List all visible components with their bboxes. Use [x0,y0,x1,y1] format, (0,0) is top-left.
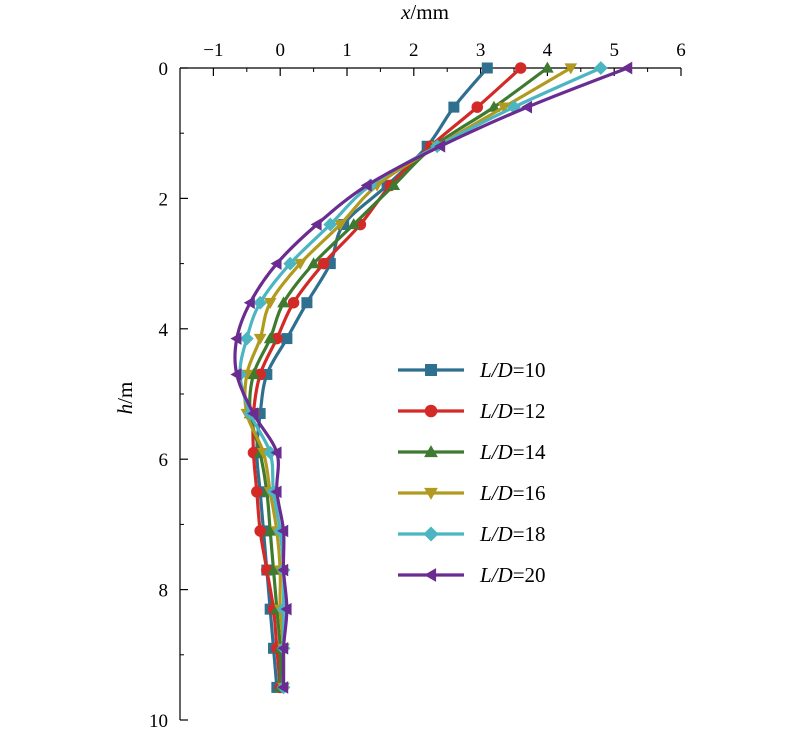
data-point [593,61,608,75]
y-axis-title: h/m [113,382,137,415]
y-axis-ticks: 0 2 4 6 8 10 [149,59,188,732]
data-point [280,602,292,616]
data-point [263,298,277,310]
legend-label: L/D=14 [479,440,546,464]
data-point [253,333,267,345]
x-axis-title: x/mm [400,0,449,24]
x-tick-label: 2 [409,40,419,61]
data-point [283,256,298,271]
data-point [267,563,280,575]
data-point [521,100,533,114]
data-point [254,525,266,537]
legend-label: L/D=12 [479,399,546,423]
legend-label: L/D=10 [479,358,546,382]
legend-swatch-marker [423,526,439,542]
data-point [301,297,313,309]
series-line [255,66,489,688]
data-point [254,408,266,420]
data-point [247,407,259,420]
data-point [324,258,336,270]
legend-label: L/D=18 [479,522,546,546]
data-point [253,295,268,310]
data-point [347,218,361,230]
x-tick-label: 3 [476,40,486,61]
data-point [243,296,255,310]
y-tick-label: 2 [159,189,169,210]
x-tick-label: 4 [543,40,553,61]
legend-item: L/D=10 [398,358,546,382]
legend-item: L/D=12 [398,399,546,423]
data-point [277,681,289,694]
data-point [310,218,322,231]
data-point [333,219,347,231]
data-point [251,486,263,498]
legend-swatch-marker [424,487,438,500]
data-point [277,296,290,308]
y-tick-label: 0 [159,59,169,80]
data-point [263,524,277,536]
data-point [270,446,282,460]
legend-item: L/D=16 [398,481,546,505]
data-point [471,101,484,113]
data-point [287,296,300,309]
data-point [261,368,273,380]
data-point [448,101,460,113]
x-tick-label: 0 [275,40,285,61]
x-axis-ticks: −1 0 1 2 3 4 5 6 [179,40,686,76]
data-point [239,331,254,346]
data-point [621,61,633,75]
data-point [481,62,493,74]
legend-swatch-marker [424,404,438,418]
legend-item: L/D=18 [398,522,546,546]
legend-swatch-marker [424,568,437,582]
data-point [317,257,330,270]
data-point [514,62,527,74]
legend-item: L/D=14 [398,440,546,464]
data-point [230,332,242,345]
data-point [270,257,282,270]
legend-label: L/D=20 [479,563,546,587]
data-point [307,257,320,269]
x-tick-label: 1 [342,40,352,61]
y-tick-label: 4 [159,320,169,341]
data-point [281,333,293,345]
x-tick-label: 6 [676,40,686,61]
data-point [497,102,511,114]
data-point [277,524,289,538]
legend-label: L/D=16 [479,481,546,505]
data-point [263,445,278,460]
data-point [323,217,338,232]
data-point [263,332,277,344]
data-point [487,100,501,112]
legend: L/D=10 L/D=12 L/D=14 L/D=16 L/D=18 L/D=20 [398,358,546,587]
legend-item: L/D=20 [398,563,546,587]
x-tick-label: 5 [609,40,619,61]
series-6 [230,61,633,694]
data-point [360,179,372,192]
series-line [238,66,602,688]
data-point [541,61,554,73]
series-layer [230,61,633,695]
data-point [564,63,578,75]
y-tick-label: 6 [159,450,169,471]
data-point [277,641,289,655]
data-point [434,139,446,153]
data-point [387,179,401,191]
y-tick-label: 8 [159,581,169,602]
series-line [233,66,629,688]
data-point [270,485,282,499]
data-point [293,258,307,270]
data-point [277,563,289,577]
data-point [230,368,242,381]
data-point [247,368,260,380]
x-tick-label: −1 [203,40,223,61]
legend-swatch-marker [425,364,437,376]
y-tick-label: 10 [149,711,168,732]
legend-swatch-marker [424,445,438,458]
